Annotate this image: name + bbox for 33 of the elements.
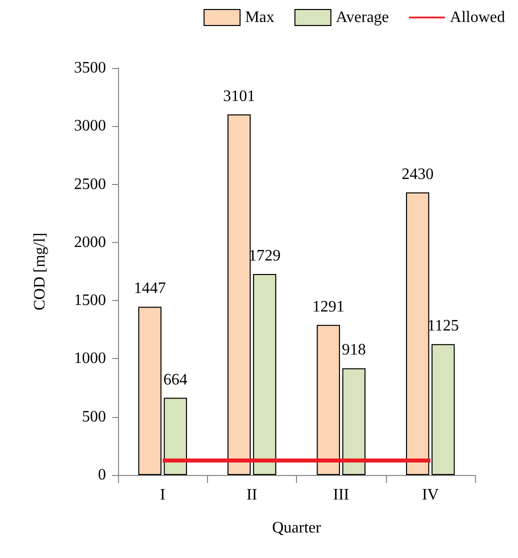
y-tick-label: 2500 — [74, 176, 106, 193]
x-tick-label: IV — [422, 486, 440, 504]
bar — [228, 114, 251, 475]
x-tick-label: I — [160, 486, 166, 504]
y-tick-label: 500 — [82, 408, 106, 426]
y-tick-label: 3500 — [74, 60, 106, 76]
bar — [316, 324, 340, 475]
x-axis-title: Quarter — [272, 520, 322, 536]
y-tick-label: 1500 — [74, 292, 106, 310]
data-label: 3101 — [223, 88, 256, 105]
y-tick-label: 2000 — [74, 234, 106, 251]
bar — [253, 274, 276, 475]
x-tick-label: III — [333, 486, 350, 504]
data-label: 2430 — [402, 166, 434, 183]
data-label: 1447 — [134, 280, 166, 298]
legend-label: Average — [336, 9, 389, 26]
bar — [342, 368, 366, 475]
y-axis-title: COD [mg/l] — [32, 232, 48, 310]
data-label: 1291 — [312, 298, 344, 316]
bar — [164, 398, 187, 475]
bar — [406, 192, 430, 475]
y-tick-label: 0 — [98, 466, 106, 484]
data-label: 1125 — [427, 318, 459, 335]
data-label: 664 — [163, 371, 188, 388]
data-label: 1729 — [248, 247, 281, 264]
x-tick-label: II — [246, 486, 258, 504]
bar — [432, 344, 455, 475]
legend-label: Max — [245, 9, 274, 26]
y-tick-label: 3000 — [74, 118, 106, 135]
legend-label: Allowed — [450, 9, 506, 26]
bar — [138, 306, 162, 475]
y-tick-label: 1000 — [74, 350, 106, 368]
data-label: 918 — [342, 342, 366, 359]
